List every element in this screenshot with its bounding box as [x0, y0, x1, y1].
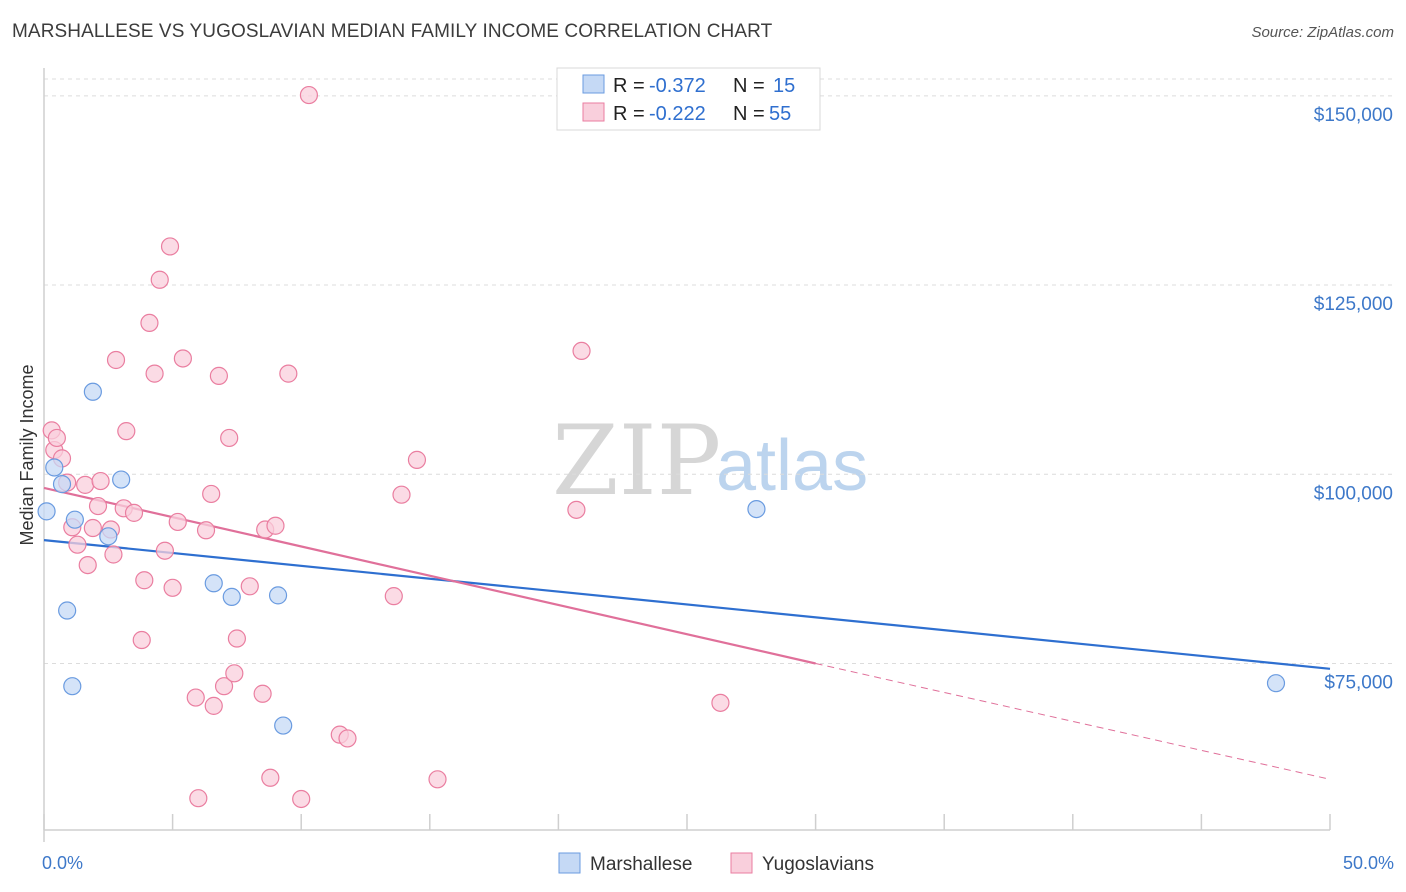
correlation-legend: R = -0.372 N = 15 R = -0.222 N = 55	[556, 67, 821, 131]
point-yugoslavian-20	[140, 313, 159, 333]
watermark-zip: ZIP	[552, 405, 721, 517]
watermark: ZIP atlas	[552, 405, 868, 517]
point-yugoslavian-45	[299, 85, 319, 105]
point-marshallese-5	[65, 510, 84, 529]
point-yugoslavian-29	[189, 789, 208, 808]
point-marshallese-6	[83, 382, 102, 401]
series-swatch-yugoslavians	[730, 852, 753, 874]
point-yugoslavian-44	[292, 789, 311, 809]
point-yugoslavian-6	[68, 535, 87, 554]
watermark-atlas: atlas	[716, 426, 868, 506]
point-marshallese-11	[268, 586, 288, 605]
trend-line-yugoslavians-extension	[815, 663, 1331, 780]
source-credit: Source: ZipAtlas.com	[1251, 24, 1394, 41]
point-marshallese-10	[222, 587, 241, 606]
legend-swatch-yugoslavians	[582, 102, 605, 122]
point-marshallese-12	[274, 716, 293, 735]
series-label-yugoslavians: Yugoslavians	[762, 854, 874, 875]
point-marshallese-7	[99, 527, 118, 546]
y-tick-label-1: $100,000	[1314, 483, 1393, 504]
y-tick-label-2: $125,000	[1314, 294, 1393, 315]
point-yugoslavian-51	[428, 770, 447, 789]
series-label-marshallese: Marshallese	[590, 854, 692, 875]
point-marshallese-13	[747, 499, 766, 519]
point-marshallese-1	[45, 458, 64, 477]
point-yugoslavian-37	[227, 629, 246, 648]
y-tick-label-0: $75,000	[1324, 672, 1393, 693]
y-tick-label-3: $150,000	[1314, 105, 1393, 126]
point-marshallese-9	[204, 574, 223, 593]
y-tick-labels: $75,000 $100,000 $125,000 $150,000	[1314, 105, 1393, 694]
point-yugoslavian-32	[204, 696, 223, 715]
point-yugoslavian-21	[145, 364, 164, 383]
point-yugoslavian-14	[106, 350, 126, 370]
chart-title: MARSHALLESE VS YUGOSLAVIAN MEDIAN FAMILY…	[12, 21, 773, 42]
point-yugoslavian-22	[150, 270, 169, 289]
point-yugoslavian-8	[78, 555, 97, 575]
point-yugoslavian-7	[76, 475, 95, 494]
point-marshallese-2	[52, 475, 72, 494]
legend-swatch-marshallese	[582, 74, 605, 94]
legend-r-value-1: -0.372	[649, 75, 706, 97]
point-yugoslavian-49	[392, 485, 411, 504]
x-tick-labels: 0.0% 50.0%	[42, 853, 1394, 873]
point-yugoslavian-34	[214, 677, 234, 696]
point-yugoslavian-27	[173, 349, 192, 368]
legend-r-value-2: -0.222	[649, 103, 706, 125]
point-yugoslavian-23	[155, 541, 174, 560]
point-yugoslavian-2	[47, 428, 66, 448]
trend-line-marshallese	[43, 539, 1331, 670]
legend-r-label-2: R =	[613, 103, 645, 125]
point-yugoslavian-18	[132, 630, 151, 650]
point-yugoslavian-33	[209, 366, 228, 385]
point-yugoslavian-47	[338, 729, 357, 748]
point-yugoslavian-10	[88, 496, 108, 516]
legend-n-label-1: N =	[733, 75, 765, 97]
y-axis-label: Median Family Income	[17, 364, 37, 545]
point-marshallese-8	[112, 470, 131, 489]
point-yugoslavian-54	[711, 693, 730, 712]
point-yugoslavian-39	[253, 684, 272, 703]
legend-r-label-1: R =	[613, 75, 645, 97]
point-yugoslavian-53	[572, 341, 591, 361]
point-yugoslavian-26	[168, 512, 187, 532]
gridlines	[44, 78, 1394, 664]
point-marshallese-3	[58, 601, 77, 620]
point-yugoslavian-36	[225, 664, 244, 683]
point-yugoslavian-52	[567, 500, 586, 519]
data-points	[37, 85, 1286, 809]
point-marshallese-4	[63, 677, 82, 696]
series-swatch-marshallese	[558, 852, 581, 874]
series-legend: Marshallese Yugoslavians	[558, 852, 874, 875]
point-yugoslavian-9	[83, 518, 102, 538]
point-yugoslavian-38	[240, 577, 259, 596]
point-yugoslavian-50	[407, 450, 427, 469]
point-marshallese-14	[1266, 674, 1286, 693]
point-yugoslavian-24	[160, 237, 180, 256]
axes	[43, 68, 1331, 842]
legend-n-value-1: 15	[773, 75, 795, 97]
point-yugoslavian-42	[266, 516, 285, 535]
point-yugoslavian-41	[261, 768, 280, 787]
point-yugoslavian-35	[220, 428, 239, 448]
x-tick-label-start: 0.0%	[42, 853, 83, 873]
point-yugoslavian-17	[124, 503, 144, 522]
point-yugoslavian-28	[186, 688, 205, 707]
point-yugoslavian-25	[163, 578, 182, 597]
point-marshallese-0	[37, 502, 56, 521]
point-yugoslavian-43	[279, 364, 298, 383]
point-yugoslavian-13	[104, 545, 123, 564]
point-yugoslavian-31	[202, 484, 221, 504]
point-yugoslavian-30	[196, 521, 216, 540]
legend-n-label-2: N =	[733, 103, 765, 125]
x-tick-label-end: 50.0%	[1343, 853, 1394, 873]
point-yugoslavian-16	[117, 422, 136, 441]
legend-n-value-2: 55	[769, 103, 791, 125]
point-yugoslavian-11	[91, 471, 110, 491]
point-yugoslavian-48	[384, 587, 403, 606]
point-yugoslavian-19	[135, 571, 154, 590]
